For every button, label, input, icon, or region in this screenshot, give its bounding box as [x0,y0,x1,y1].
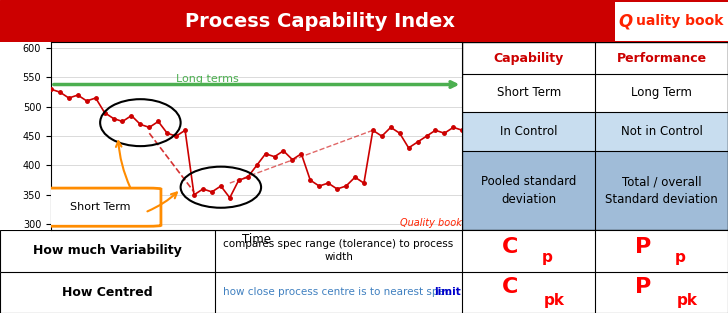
Text: Performance: Performance [617,52,707,65]
Text: Quality book: Quality book [400,218,462,228]
Text: Pooled standard
deviation: Pooled standard deviation [481,175,577,206]
Text: Q: Q [619,12,633,30]
Text: limit: limit [435,287,461,297]
Text: pk: pk [544,293,565,308]
Text: compares spec range (tolerance) to process
width: compares spec range (tolerance) to proce… [223,239,454,262]
Text: P: P [636,277,652,297]
Text: C: C [502,277,518,297]
Text: Long Term: Long Term [631,86,692,100]
X-axis label: Time: Time [242,233,271,246]
Text: p: p [674,249,685,264]
Text: uality book: uality book [636,14,723,28]
Text: Capability: Capability [494,52,563,65]
Text: Not in Control: Not in Control [621,125,703,138]
Text: In Control: In Control [500,125,558,138]
Bar [462,151,728,230]
Text: how close process centre is to nearest spec: how close process centre is to nearest s… [223,287,454,297]
Text: Process Capability Index: Process Capability Index [186,12,455,31]
Text: pk: pk [676,293,697,308]
Text: Total / overall
Standard deviation: Total / overall Standard deviation [605,175,718,206]
Text: C: C [502,238,518,258]
Text: p: p [542,249,553,264]
FancyBboxPatch shape [40,188,161,226]
Text: P: P [636,238,652,258]
Bar [462,112,728,151]
Text: Short Term: Short Term [70,202,130,212]
Text: How Centred: How Centred [62,286,153,299]
Text: Short Term: Short Term [496,86,561,100]
Text: Long terms: Long terms [176,74,239,84]
Text: How much Variability: How much Variability [33,244,182,257]
Bar [462,74,728,112]
Bar [615,2,728,41]
